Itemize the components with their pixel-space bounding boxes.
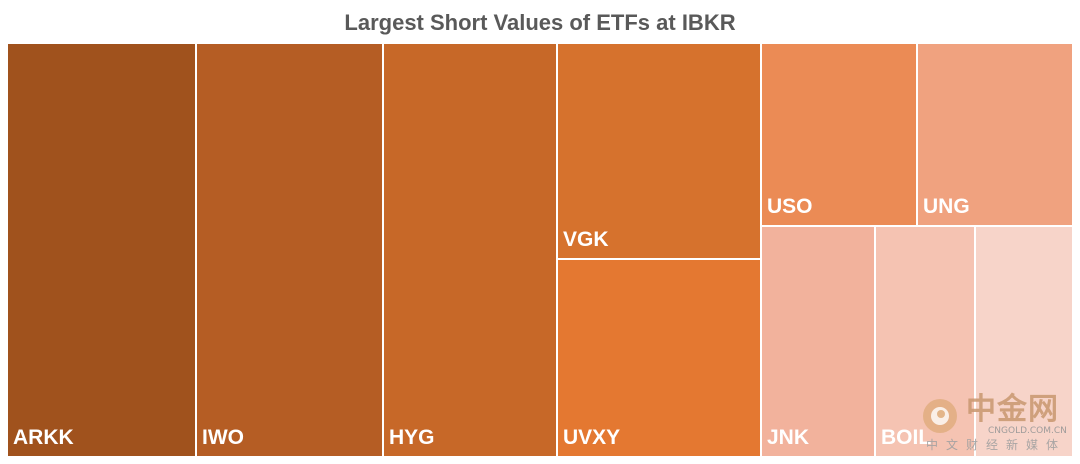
treemap-tile-ung: UNG <box>917 43 1073 226</box>
tile-label: ARKK <box>13 426 74 449</box>
treemap-tile-iwo: IWO <box>196 43 383 457</box>
treemap-plot: ARKK IWO HYG VGK UVXY USO UNG JNK BOIL <box>7 43 1073 457</box>
treemap-tile-hyg: HYG <box>383 43 557 457</box>
tile-label: BOIL <box>881 426 932 449</box>
tile-label: VGK <box>563 228 609 251</box>
watermark-tagline: 中文财经新媒体 <box>926 438 1067 452</box>
treemap-tile-uvxy: UVXY <box>557 259 761 457</box>
tile-label: IWO <box>202 426 244 449</box>
tile-label: JNK <box>767 426 810 449</box>
tile-label: USO <box>767 195 813 218</box>
treemap-tile-uso: USO <box>761 43 917 226</box>
chart-title: Largest Short Values of ETFs at IBKR <box>344 10 736 35</box>
watermark-brand: 中金网 <box>966 392 1059 427</box>
tile-label: UNG <box>923 195 970 218</box>
tile-label: UVXY <box>563 426 621 449</box>
treemap-tile-vgk: VGK <box>557 43 761 259</box>
treemap-tile-arkk: ARKK <box>7 43 196 457</box>
tile-label: HYG <box>389 426 435 449</box>
treemap-tile-jnk: JNK <box>761 226 875 457</box>
cngold-logo-icon <box>923 399 957 433</box>
watermark-site: CNGOLD.COM.CN <box>988 426 1067 436</box>
treemap-tile-unlabeled <box>975 226 1073 457</box>
watermark: 中金网 CNGOLD.COM.CN 中文财经新媒体 <box>920 394 1080 456</box>
